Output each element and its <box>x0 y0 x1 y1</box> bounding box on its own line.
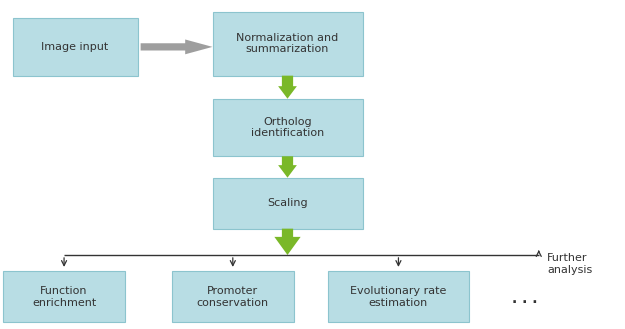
FancyBboxPatch shape <box>328 271 469 322</box>
Text: Image input: Image input <box>41 42 109 52</box>
FancyBboxPatch shape <box>213 178 362 229</box>
FancyBboxPatch shape <box>12 18 138 76</box>
Text: Evolutionary rate
estimation: Evolutionary rate estimation <box>350 286 447 308</box>
Polygon shape <box>141 39 212 54</box>
Text: Promoter
conservation: Promoter conservation <box>197 286 269 308</box>
Polygon shape <box>274 229 301 255</box>
Text: . . .: . . . <box>512 292 538 306</box>
Text: Scaling: Scaling <box>268 198 308 208</box>
Text: Ortholog
identification: Ortholog identification <box>251 117 324 138</box>
Polygon shape <box>278 76 297 99</box>
Text: Further
analysis: Further analysis <box>547 253 592 275</box>
FancyBboxPatch shape <box>172 271 294 322</box>
Text: Normalization and
summarization: Normalization and summarization <box>236 33 339 54</box>
Polygon shape <box>278 156 297 178</box>
Text: Function
enrichment: Function enrichment <box>32 286 96 308</box>
FancyBboxPatch shape <box>213 12 362 76</box>
FancyBboxPatch shape <box>213 99 362 156</box>
FancyBboxPatch shape <box>3 271 125 322</box>
